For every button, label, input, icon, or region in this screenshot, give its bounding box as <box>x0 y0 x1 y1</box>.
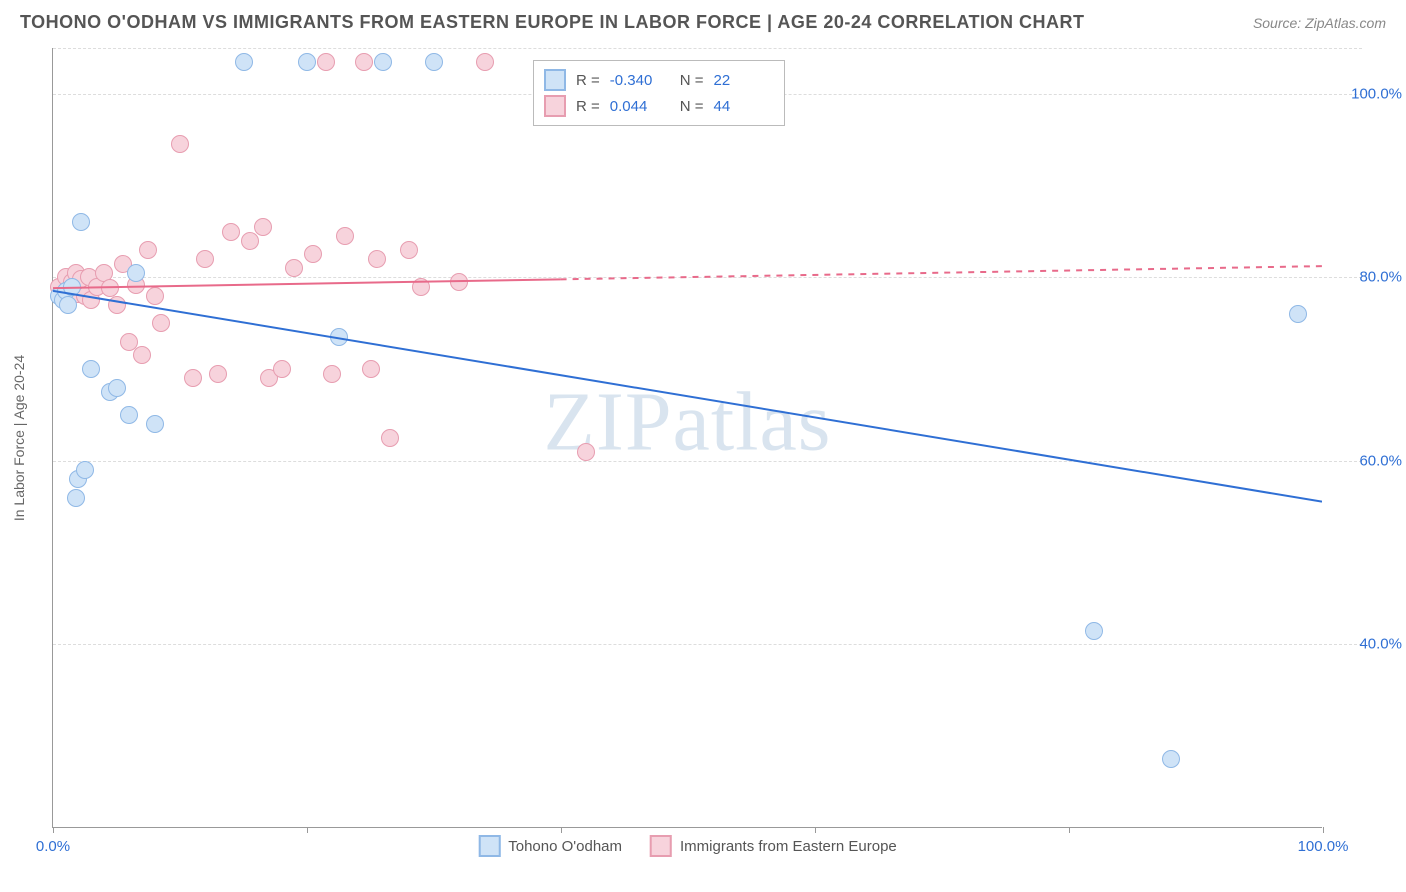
data-point-tohono <box>120 406 138 424</box>
r-value-immigrants: 0.044 <box>610 98 670 115</box>
x-tick <box>53 827 54 833</box>
data-point-immigrants <box>139 241 157 259</box>
data-point-tohono <box>127 264 145 282</box>
data-point-immigrants <box>222 223 240 241</box>
source-label: Source: ZipAtlas.com <box>1253 15 1386 31</box>
data-point-immigrants <box>196 250 214 268</box>
data-point-immigrants <box>323 365 341 383</box>
swatch-tohono <box>544 69 566 91</box>
y-tick-label: 80.0% <box>1359 269 1402 286</box>
n-value-tohono: 22 <box>714 72 774 89</box>
data-point-immigrants <box>336 227 354 245</box>
data-point-immigrants <box>368 250 386 268</box>
data-point-immigrants <box>273 360 291 378</box>
data-point-immigrants <box>146 287 164 305</box>
n-value-immigrants: 44 <box>714 98 774 115</box>
data-point-immigrants <box>254 218 272 236</box>
data-point-tohono <box>1162 750 1180 768</box>
data-point-tohono <box>63 278 81 296</box>
gridline <box>53 48 1362 49</box>
bottom-legend: Tohono O'odham Immigrants from Eastern E… <box>478 835 897 857</box>
stats-row-immigrants: R = 0.044 N = 44 <box>544 93 774 119</box>
y-axis-title: In Labor Force | Age 20-24 <box>11 354 27 520</box>
data-point-tohono <box>298 53 316 71</box>
data-point-immigrants <box>400 241 418 259</box>
swatch-immigrants <box>544 95 566 117</box>
gridline <box>53 277 1362 278</box>
data-point-immigrants <box>184 369 202 387</box>
data-point-immigrants <box>362 360 380 378</box>
data-point-tohono <box>374 53 392 71</box>
data-point-tohono <box>72 213 90 231</box>
y-tick-label: 100.0% <box>1351 85 1402 102</box>
r-label: R = <box>576 98 600 115</box>
legend-label-tohono: Tohono O'odham <box>508 838 622 855</box>
swatch-tohono <box>478 835 500 857</box>
data-point-immigrants <box>476 53 494 71</box>
chart-area: In Labor Force | Age 20-24 ZIPatlas 40.0… <box>52 48 1322 828</box>
gridline <box>53 644 1362 645</box>
legend-item-immigrants: Immigrants from Eastern Europe <box>650 835 897 857</box>
data-point-immigrants <box>317 53 335 71</box>
r-value-tohono: -0.340 <box>610 72 670 89</box>
data-point-immigrants <box>381 429 399 447</box>
legend-label-immigrants: Immigrants from Eastern Europe <box>680 838 897 855</box>
data-point-tohono <box>330 328 348 346</box>
data-point-immigrants <box>355 53 373 71</box>
gridline <box>53 461 1362 462</box>
data-point-immigrants <box>412 278 430 296</box>
data-point-immigrants <box>152 314 170 332</box>
x-tick <box>1069 827 1070 833</box>
x-tick-label: 0.0% <box>36 838 70 855</box>
x-tick <box>1323 827 1324 833</box>
data-point-immigrants <box>209 365 227 383</box>
data-point-immigrants <box>304 245 322 263</box>
n-label: N = <box>680 98 704 115</box>
chart-title: TOHONO O'ODHAM VS IMMIGRANTS FROM EASTER… <box>20 12 1085 33</box>
stats-row-tohono: R = -0.340 N = 22 <box>544 67 774 93</box>
data-point-tohono <box>425 53 443 71</box>
data-point-tohono <box>67 489 85 507</box>
stats-legend: R = -0.340 N = 22 R = 0.044 N = 44 <box>533 60 785 126</box>
data-point-tohono <box>1289 305 1307 323</box>
data-point-immigrants <box>108 296 126 314</box>
data-point-immigrants <box>450 273 468 291</box>
data-point-tohono <box>108 379 126 397</box>
n-label: N = <box>680 72 704 89</box>
data-point-tohono <box>146 415 164 433</box>
data-point-tohono <box>1085 622 1103 640</box>
data-point-immigrants <box>285 259 303 277</box>
data-point-immigrants <box>133 346 151 364</box>
data-point-tohono <box>76 461 94 479</box>
data-point-immigrants <box>171 135 189 153</box>
x-tick <box>307 827 308 833</box>
r-label: R = <box>576 72 600 89</box>
data-point-immigrants <box>241 232 259 250</box>
data-point-tohono <box>235 53 253 71</box>
x-tick-label: 100.0% <box>1298 838 1349 855</box>
data-point-immigrants <box>101 279 119 297</box>
legend-item-tohono: Tohono O'odham <box>478 835 622 857</box>
data-point-tohono <box>59 296 77 314</box>
data-point-tohono <box>82 360 100 378</box>
x-tick <box>561 827 562 833</box>
y-tick-label: 60.0% <box>1359 452 1402 469</box>
data-point-immigrants <box>577 443 595 461</box>
swatch-immigrants <box>650 835 672 857</box>
y-tick-label: 40.0% <box>1359 636 1402 653</box>
x-tick <box>815 827 816 833</box>
